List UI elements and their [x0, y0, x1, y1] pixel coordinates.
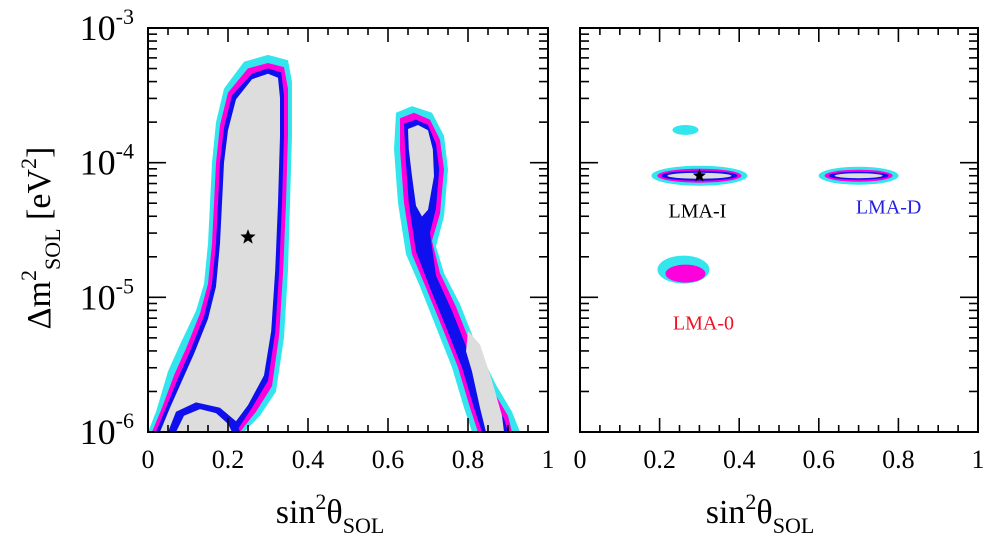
x-tick-label: 0.8 — [452, 445, 485, 474]
x-tick-label: 0.2 — [212, 445, 245, 474]
x-tick-label: 1 — [542, 445, 555, 474]
y-tick-label: 10-5 — [80, 273, 134, 317]
solution-label-lma-d: LMA-D — [856, 197, 922, 219]
lma-d-inner-region — [834, 173, 883, 179]
x-tick-label: 0.4 — [292, 445, 325, 474]
x-tick-label: 0 — [574, 445, 587, 474]
right-island-inner-region-1 — [466, 331, 504, 432]
x-tick-label: 1 — [972, 445, 985, 474]
right-panel: 0 0.2 0.4 0.6 0.8 1 LMA-I LMA-D LMA-0 sin2θSOL — [574, 27, 985, 537]
left-island-inner-region — [160, 73, 280, 432]
left-axis-ticks — [147, 28, 549, 433]
right-island-inner-region-0 — [408, 125, 434, 217]
x-tick-label: 0 — [142, 445, 155, 474]
left-x-tick-labels: 0 0.2 0.4 0.6 0.8 1 — [142, 445, 555, 474]
best-fit-star — [692, 168, 707, 182]
left-x-axis-label: sin2θSOL — [276, 489, 385, 537]
right-x-axis-label: sin2θSOL — [706, 489, 815, 537]
left-y-axis-label: Δm2SOL [eV2] — [16, 147, 65, 330]
x-tick-label: 0.6 — [803, 445, 836, 474]
left-y-tick-labels: 10-6 10-5 10-4 10-3 — [80, 4, 134, 452]
y-tick-label: 10-4 — [80, 139, 134, 183]
left-best-fit-star — [240, 229, 256, 244]
y-tick-label: 10-3 — [80, 4, 134, 48]
x-tick-label: 0.4 — [723, 445, 756, 474]
right-x-tick-labels: 0 0.2 0.4 0.6 0.8 1 — [574, 445, 985, 474]
left-contour-regions — [148, 54, 520, 432]
solution-label-lma-i: LMA-I — [669, 201, 727, 223]
x-tick-label: 0.6 — [372, 445, 405, 474]
x-tick-label: 0.2 — [643, 445, 676, 474]
right-axis-ticks — [579, 28, 979, 433]
x-tick-label: 0.8 — [882, 445, 915, 474]
right-solution-labels: LMA-I LMA-D LMA-0 — [669, 197, 922, 335]
left-bottom-lobe-inner — [176, 409, 232, 432]
solution-label-lma-0: LMA-0 — [673, 313, 734, 335]
left-panel: 0 0.2 0.4 0.6 0.8 1 10-6 10-5 10-4 10-3 sin2θSOL… — [16, 4, 555, 537]
right-best-fit-star — [692, 168, 707, 182]
best-fit-star — [240, 229, 256, 244]
lma-0-magenta-band — [665, 264, 706, 283]
right-plot-frame — [579, 27, 979, 433]
y-tick-label: 10-6 — [80, 408, 134, 452]
upper-cyan-spot — [672, 124, 699, 135]
